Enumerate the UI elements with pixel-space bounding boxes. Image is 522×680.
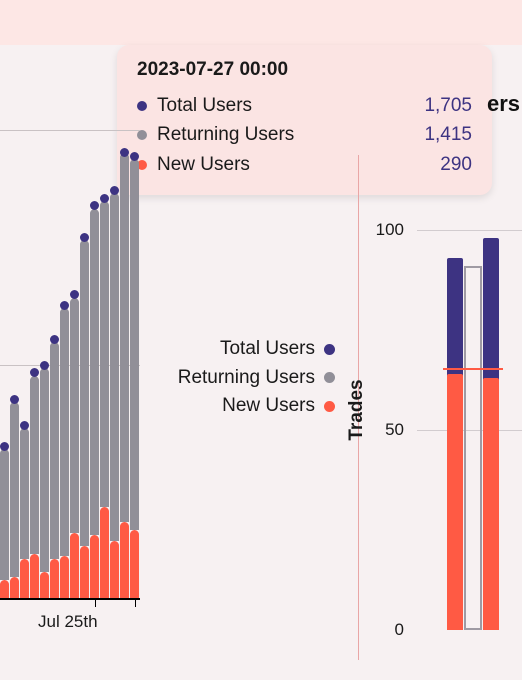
total-marker-icon — [80, 233, 89, 242]
legend-item: Total Users — [135, 335, 335, 364]
legend-label: Total Users — [220, 335, 315, 364]
bar-segment-new — [0, 580, 9, 598]
chart-tooltip: 2023-07-27 00:00 Total Users1,705Returni… — [117, 45, 492, 195]
y-tick-label: 0 — [354, 620, 404, 640]
legend-label: Returning Users — [178, 364, 315, 393]
total-marker-icon — [40, 361, 49, 370]
legend-bullet-icon — [324, 344, 335, 355]
bar-segment-new — [20, 559, 29, 598]
bar-segment-new — [100, 507, 109, 598]
x-axis — [0, 598, 140, 600]
total-marker-icon — [30, 368, 39, 377]
legend-item: New Users — [135, 392, 335, 421]
bar-segment-returning — [0, 449, 9, 580]
bar-segment-new — [110, 541, 119, 598]
bar-segment-new — [120, 522, 129, 598]
total-marker-icon — [50, 335, 59, 344]
total-marker-icon — [0, 442, 9, 451]
tooltip-row-value: 290 — [402, 150, 472, 179]
bar-segment-new — [90, 535, 99, 598]
bar-segment-new — [40, 572, 49, 598]
legend-bullet-icon — [324, 401, 335, 412]
bar-segment-returning — [90, 209, 99, 535]
x-axis-label: Jul 25th — [38, 612, 98, 632]
legend-label: New Users — [222, 392, 315, 421]
bar-segment-returning — [10, 402, 19, 577]
top-banner — [0, 0, 522, 45]
y-tick-label: 100 — [354, 220, 404, 240]
total-marker-icon — [60, 301, 69, 310]
bar-segment-returning — [60, 308, 69, 556]
total-marker-icon — [110, 186, 119, 195]
bar-segment-returning — [50, 342, 59, 559]
legend-bullet-icon — [137, 101, 147, 111]
bar-segment-new — [50, 559, 59, 598]
tooltip-row-value: 1,705 — [402, 91, 472, 120]
users-chart-legend: Total UsersReturning UsersNew Users — [135, 335, 335, 421]
tooltip-row-value: 1,415 — [402, 120, 472, 149]
viewport: 2023-07-27 00:00 Total Users1,705Returni… — [0, 0, 522, 680]
x-tick — [95, 600, 96, 607]
bar-segment-returning — [110, 193, 119, 540]
total-marker-icon — [70, 290, 79, 299]
overlay-line — [443, 368, 503, 370]
bar-segment-new — [60, 556, 69, 598]
tooltip-row-label: New Users — [157, 150, 402, 179]
x-tick — [135, 600, 136, 607]
bar[interactable] — [483, 378, 499, 630]
total-marker-icon — [90, 201, 99, 210]
right-panel-title-fragment: ers — [487, 91, 520, 117]
bar-segment-returning — [120, 153, 129, 522]
total-marker-icon — [130, 152, 139, 161]
bar[interactable] — [447, 374, 463, 630]
bar-segment-returning — [20, 428, 29, 559]
total-marker-icon — [20, 421, 29, 430]
bar-segment-returning — [100, 201, 109, 507]
tooltip-row: New Users290 — [137, 150, 472, 179]
trades-bar-chart: Trades 050100 — [385, 190, 522, 630]
bar-outline — [464, 266, 482, 630]
bar-segment-returning — [70, 298, 79, 533]
total-marker-icon — [100, 194, 109, 203]
bar-segment-new — [10, 577, 19, 598]
tooltip-row: Returning Users1,415 — [137, 120, 472, 149]
bar-segment-returning — [30, 376, 39, 554]
tooltip-title: 2023-07-27 00:00 — [137, 59, 472, 81]
legend-bullet-icon — [324, 372, 335, 383]
bar-segment-new — [30, 554, 39, 598]
tooltip-row: Total Users1,705 — [137, 91, 472, 120]
tooltip-row-label: Total Users — [157, 91, 402, 120]
bar-segment-returning — [40, 368, 49, 572]
legend-item: Returning Users — [135, 364, 335, 393]
y-tick-label: 50 — [354, 420, 404, 440]
total-marker-icon — [120, 148, 129, 157]
tooltip-row-label: Returning Users — [157, 120, 402, 149]
bar-segment-new — [80, 546, 89, 598]
bar-segment-returning — [80, 240, 89, 546]
bar-segment-new — [130, 530, 139, 598]
total-marker-icon — [10, 395, 19, 404]
users-bar-chart — [0, 130, 140, 600]
bar-segment-new — [70, 533, 79, 598]
